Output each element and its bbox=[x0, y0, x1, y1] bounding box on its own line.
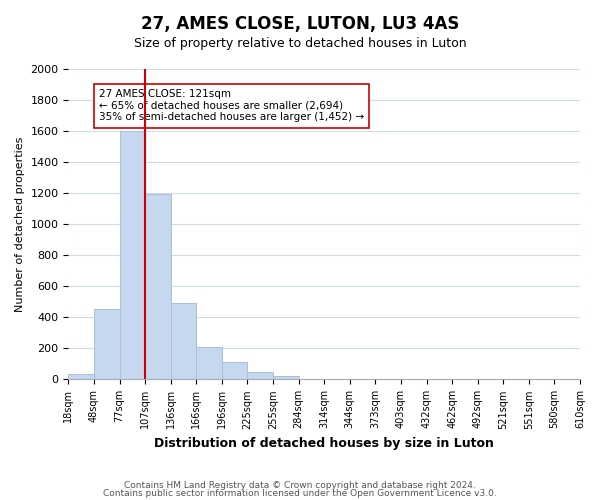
Bar bbox=[247, 372, 273, 380]
Y-axis label: Number of detached properties: Number of detached properties bbox=[15, 136, 25, 312]
Bar bbox=[68, 374, 94, 380]
Bar bbox=[119, 131, 145, 380]
Bar bbox=[94, 309, 119, 380]
Text: 27 AMES CLOSE: 121sqm
← 65% of detached houses are smaller (2,694)
35% of semi-d: 27 AMES CLOSE: 121sqm ← 65% of detached … bbox=[99, 89, 364, 122]
Bar bbox=[196, 347, 222, 380]
Bar bbox=[273, 376, 299, 380]
Bar bbox=[171, 304, 196, 380]
Text: Size of property relative to detached houses in Luton: Size of property relative to detached ho… bbox=[134, 38, 466, 51]
Bar bbox=[222, 362, 247, 380]
Text: Contains HM Land Registry data © Crown copyright and database right 2024.: Contains HM Land Registry data © Crown c… bbox=[124, 481, 476, 490]
Bar bbox=[145, 194, 171, 380]
X-axis label: Distribution of detached houses by size in Luton: Distribution of detached houses by size … bbox=[154, 437, 494, 450]
Text: Contains public sector information licensed under the Open Government Licence v3: Contains public sector information licen… bbox=[103, 488, 497, 498]
Text: 27, AMES CLOSE, LUTON, LU3 4AS: 27, AMES CLOSE, LUTON, LU3 4AS bbox=[141, 15, 459, 33]
